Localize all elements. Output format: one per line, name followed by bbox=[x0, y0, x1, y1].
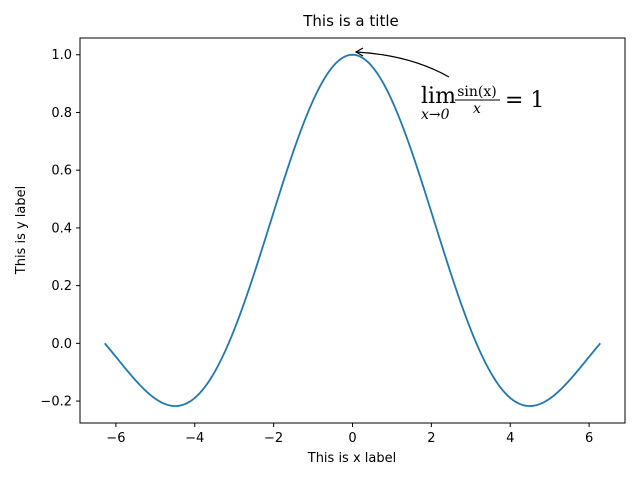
annotation-denominator: x bbox=[473, 101, 481, 117]
x-tick-label: −2 bbox=[264, 431, 283, 446]
x-tick-label: 2 bbox=[427, 431, 435, 446]
annotation: lim x→0 sin(x) x = 1 bbox=[354, 47, 544, 123]
y-tick-label: 0.2 bbox=[51, 279, 72, 294]
annotation-subscript: x→0 bbox=[421, 107, 450, 123]
y-axis-label: This is y label bbox=[14, 186, 29, 275]
x-tick-label: 4 bbox=[506, 431, 514, 446]
annotation-numerator: sin(x) bbox=[457, 84, 497, 100]
y-tick-label: 0.0 bbox=[51, 337, 72, 352]
annotation-arrow bbox=[355, 51, 450, 78]
annotation-arrowhead bbox=[354, 47, 364, 57]
y-tick-label: 1.0 bbox=[51, 48, 72, 63]
x-tick-label: −4 bbox=[185, 431, 204, 446]
y-tick-label: 0.6 bbox=[51, 164, 72, 179]
chart-title: This is a title bbox=[302, 12, 398, 30]
x-tick-label: 6 bbox=[585, 431, 593, 446]
y-tick-label: −0.2 bbox=[40, 395, 72, 410]
x-tick-label: −6 bbox=[106, 431, 125, 446]
annotation-lim: lim bbox=[421, 84, 456, 109]
x-tick-label: 0 bbox=[348, 431, 356, 446]
y-tick-label: 0.8 bbox=[51, 106, 72, 121]
x-axis: −6 −4 −2 0 2 4 6 bbox=[106, 423, 593, 446]
series-line bbox=[104, 53, 601, 407]
x-axis-label: This is x label bbox=[307, 451, 396, 466]
y-tick-label: 0.4 bbox=[51, 221, 72, 236]
annotation-rhs: = 1 bbox=[505, 88, 544, 113]
y-axis: −0.2 0.0 0.2 0.4 0.6 0.8 1.0 bbox=[40, 48, 80, 410]
